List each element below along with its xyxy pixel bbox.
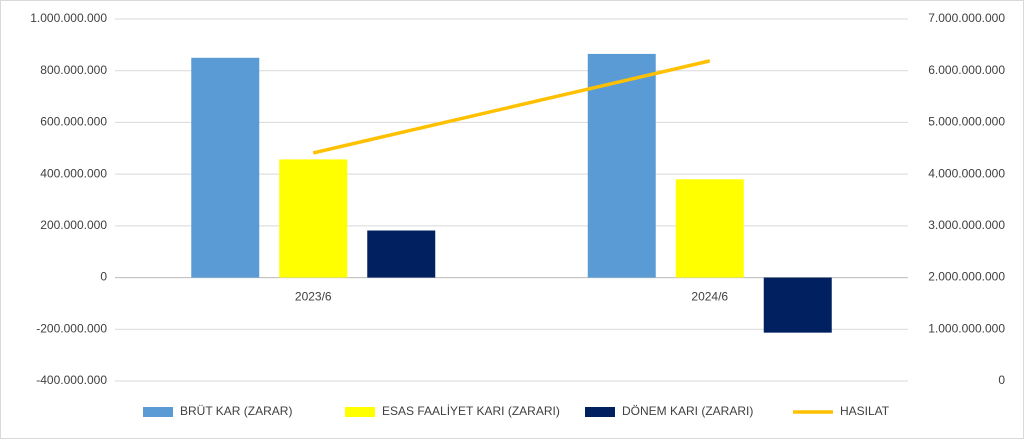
line <box>312 59 711 155</box>
legend-label: BRÜT KAR (ZARAR) <box>180 404 292 418</box>
y-tick-label: -400.000.000 <box>36 373 107 387</box>
y2-tick-label: 1.000.000.000 <box>928 321 1005 335</box>
y2-tick-label: 3.000.000.000 <box>928 218 1005 232</box>
legend-label: ESAS FAALİYET KARI (ZARARI) <box>382 404 560 418</box>
y2-tick-label: 4.000.000.000 <box>928 166 1005 180</box>
bar <box>587 53 656 278</box>
x-tick-label: 2024/6 <box>691 290 728 304</box>
y-tick-label: -200.000.000 <box>36 321 107 335</box>
y2-tick-label: 5.000.000.000 <box>928 115 1005 129</box>
legend-swatch <box>345 407 375 417</box>
legend-swatch <box>143 407 173 417</box>
bar <box>191 57 260 278</box>
x-tick-label: 2023/6 <box>295 290 332 304</box>
y-tick-label: 400.000.000 <box>40 166 107 180</box>
bar <box>367 230 436 278</box>
bar <box>279 159 348 278</box>
y-tick-label: 800.000.000 <box>40 63 107 77</box>
y2-tick-label: 7.000.000.000 <box>928 11 1005 25</box>
y2-tick-label: 2.000.000.000 <box>928 270 1005 284</box>
y-tick-label: 600.000.000 <box>40 115 107 129</box>
y-tick-label: 200.000.000 <box>40 218 107 232</box>
y2-tick-label: 0 <box>998 373 1005 387</box>
legend-label: HASILAT <box>840 404 890 418</box>
y-tick-label: 0 <box>100 270 107 284</box>
bar <box>763 277 832 333</box>
y2-tick-label: 6.000.000.000 <box>928 63 1005 77</box>
y-tick-label: 1.000.000.000 <box>30 11 107 25</box>
bar <box>675 179 744 278</box>
legend-label: DÖNEM KARI (ZARARI) <box>622 404 753 418</box>
legend-swatch <box>585 407 615 417</box>
